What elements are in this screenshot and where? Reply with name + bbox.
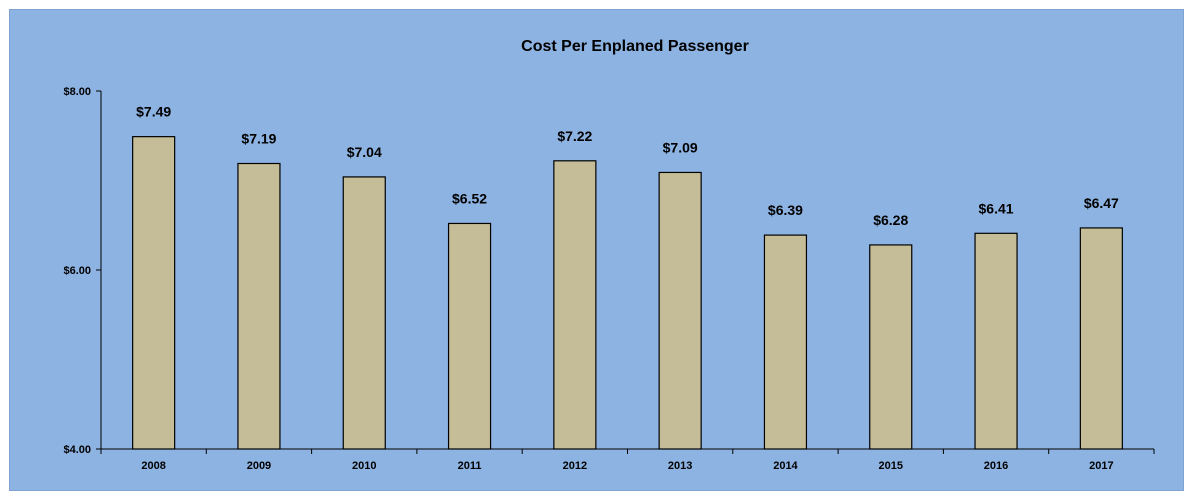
- bar-2014: [763, 234, 808, 450]
- x-tick-label: 2010: [352, 460, 376, 472]
- data-label-2014: $6.39: [768, 202, 803, 218]
- bars: [132, 136, 1123, 450]
- y-tick-label: $4.00: [63, 444, 91, 456]
- data-label-2011: $6.52: [452, 190, 487, 206]
- bar-2017: [1079, 227, 1123, 450]
- x-tick-label: 2013: [668, 460, 692, 472]
- y-axis: $4.00 $6.00 $8.00: [63, 86, 102, 456]
- data-label-2016: $6.41: [979, 200, 1014, 216]
- bar-2010: [342, 176, 386, 450]
- bar-2015: [869, 244, 913, 450]
- data-label-2008: $7.49: [136, 104, 171, 120]
- bar-2008: [132, 136, 176, 450]
- x-tick-label: 2011: [458, 460, 482, 472]
- y-tick-label: $6.00: [63, 265, 91, 277]
- bar-2009: [237, 162, 281, 450]
- data-label-2012: $7.22: [557, 128, 592, 144]
- data-label-2009: $7.19: [241, 130, 276, 146]
- y-tick-label: $8.00: [63, 86, 91, 98]
- x-tick-label: 2009: [247, 460, 271, 472]
- x-tick-label: 2017: [1089, 460, 1113, 472]
- x-tick-label: 2008: [141, 460, 165, 472]
- data-labels: $7.49 $7.19 $7.04 $6.52 $7.22 $7.09 $6.39 $6.28…: [136, 104, 1119, 228]
- chart-title: Cost Per Enplaned Passenger: [521, 38, 749, 55]
- bar-2013: [658, 171, 702, 450]
- data-label-2015: $6.28: [873, 212, 908, 228]
- data-label-2013: $7.09: [663, 139, 698, 155]
- x-tick-label: 2012: [563, 460, 587, 472]
- bar-2011: [447, 222, 492, 450]
- x-axis: 2008 2009 2010 2011 2012 2013 2014 2015 2016 2017: [100, 448, 1155, 472]
- x-tick-label: 2016: [984, 460, 1008, 472]
- bar-2012: [553, 160, 597, 450]
- data-label-2017: $6.47: [1084, 195, 1119, 211]
- data-label-2010: $7.04: [347, 144, 382, 160]
- x-tick-label: 2015: [879, 460, 903, 472]
- x-tick-label: 2014: [773, 460, 798, 472]
- bar-2016: [974, 232, 1018, 450]
